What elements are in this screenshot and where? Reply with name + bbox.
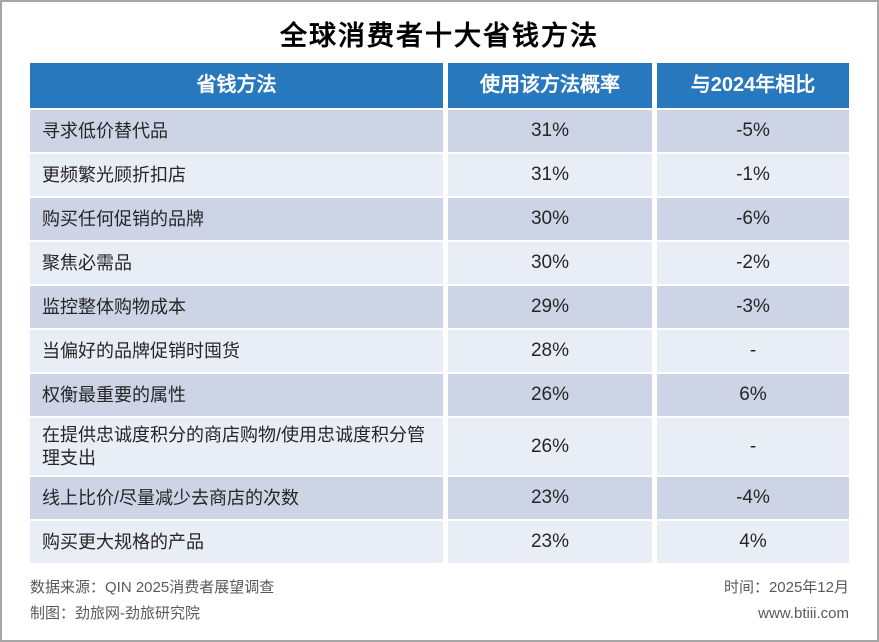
table-cell-probability: 30%: [448, 242, 652, 284]
table-cell-method: 线上比价/尽量减少去商店的次数: [30, 477, 443, 519]
table-cell-method: 在提供忠诚度积分的商店购物/使用忠诚度积分管理支出: [30, 418, 443, 475]
data-source-text: 数据来源：QIN 2025消费者展望调查: [30, 579, 275, 596]
table-cell-probability: 31%: [448, 110, 652, 152]
table-cell-probability: 26%: [448, 374, 652, 416]
table-cell-probability: 28%: [448, 330, 652, 372]
table-cell-probability: 30%: [448, 198, 652, 240]
table-cell-method: 购买更大规格的产品: [30, 521, 443, 563]
table-cell-vs2024: -1%: [657, 154, 849, 196]
table-cell-method: 监控整体购物成本: [30, 286, 443, 328]
table-cell-method: 购买任何促销的品牌: [30, 198, 443, 240]
footer-right: 时间：2025年12月 www.btiii.com: [724, 575, 849, 628]
table-cell-method: 权衡最重要的属性: [30, 374, 443, 416]
table-cell-method: 当偏好的品牌促销时囤货: [30, 330, 443, 372]
table-cell-vs2024: 6%: [657, 374, 849, 416]
table-cell-method: 更频繁光顾折扣店: [30, 154, 443, 196]
page-title: 全球消费者十大省钱方法: [280, 21, 599, 51]
table-cell-vs2024: -: [657, 418, 849, 475]
table-cell-probability: 26%: [448, 418, 652, 475]
chart-credit-text: 制图：劲旅网-劲旅研究院: [30, 605, 200, 623]
column-header-probability: 使用该方法概率: [448, 63, 652, 108]
table-cell-vs2024: -4%: [657, 477, 849, 519]
table-cell-method: 寻求低价替代品: [30, 110, 443, 152]
table-cell-vs2024: 4%: [657, 521, 849, 563]
table-cell-probability: 31%: [448, 154, 652, 196]
column-header-vs2024: 与2024年相比: [657, 63, 849, 108]
table-cell-probability: 23%: [448, 477, 652, 519]
table-cell-vs2024: -3%: [657, 286, 849, 328]
table-cell-vs2024: -6%: [657, 198, 849, 240]
website-text: www.btiii.com: [758, 605, 849, 623]
table-cell-vs2024: -: [657, 330, 849, 372]
savings-methods-table: 省钱方法 使用该方法概率 与2024年相比 寻求低价替代品 31% -5% 更频…: [30, 63, 849, 563]
table-cell-probability: 23%: [448, 521, 652, 563]
table-cell-vs2024: -2%: [657, 242, 849, 284]
column-header-method: 省钱方法: [30, 63, 443, 108]
time-text: 时间：2025年12月: [723, 579, 849, 596]
footer: 数据来源：QIN 2025消费者展望调查 制图：劲旅网-劲旅研究院 时间：202…: [30, 575, 849, 628]
table-cell-probability: 29%: [448, 286, 652, 328]
footer-left: 数据来源：QIN 2025消费者展望调查 制图：劲旅网-劲旅研究院: [30, 575, 274, 628]
table-cell-method: 聚焦必需品: [30, 242, 443, 284]
table-cell-vs2024: -5%: [657, 110, 849, 152]
